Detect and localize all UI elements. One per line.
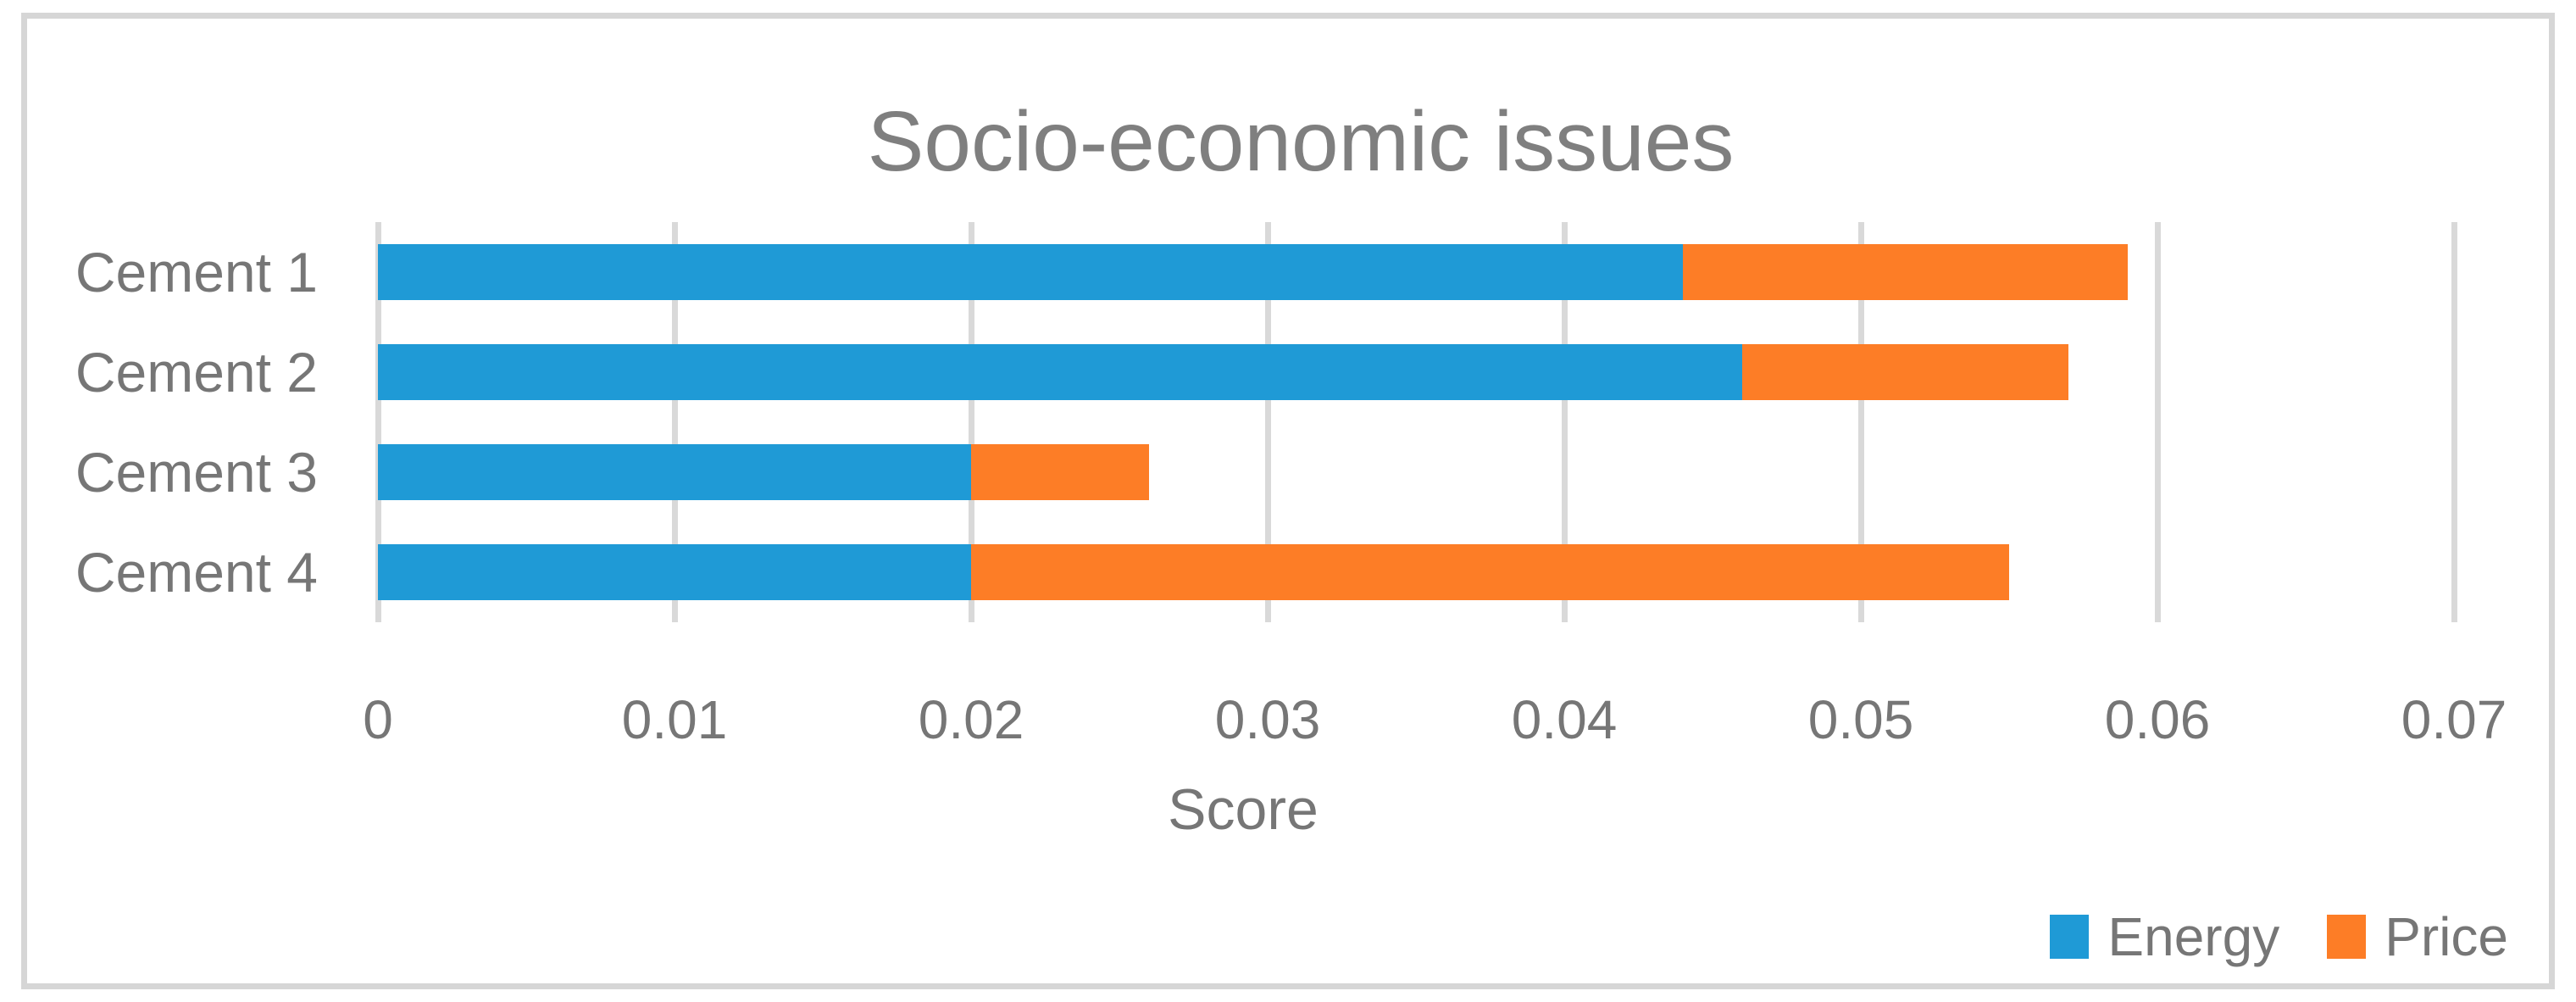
category-label-cement-3: Cement 3: [75, 441, 318, 504]
bar-price-cement-3: [971, 444, 1149, 500]
x-tick-label-0-07: 0.07: [2401, 689, 2507, 750]
x-tick-label-0-02: 0.02: [918, 689, 1024, 750]
bar-energy-cement-3: [378, 444, 971, 500]
legend-swatch-price: [2327, 915, 2367, 959]
legend: Energy Price: [2050, 905, 2508, 968]
bar-price-cement-2: [1742, 344, 2068, 400]
y-axis-line: [375, 222, 381, 622]
x-tick-label-0-04: 0.04: [1511, 689, 1618, 750]
legend-label-energy: Energy: [2107, 906, 2280, 967]
gridline-0-03: [1264, 222, 1271, 622]
chart-title: Socio-economic issues: [867, 94, 1735, 189]
bar-price-cement-1: [1683, 244, 2128, 300]
x-tick-label-0-03: 0.03: [1214, 689, 1321, 750]
x-tick-label-0: 0: [363, 689, 393, 750]
category-label-cement-1: Cement 1: [75, 241, 318, 303]
gridline-0-04: [1561, 222, 1568, 622]
chart-frame: [21, 13, 2555, 989]
legend-item-energy: Energy: [2050, 905, 2279, 968]
bar-energy-cement-2: [378, 344, 1742, 400]
x-tick-label-0-06: 0.06: [2104, 689, 2211, 750]
category-label-cement-4: Cement 4: [75, 541, 318, 604]
legend-item-price: Price: [2327, 905, 2508, 968]
category-label-cement-2: Cement 2: [75, 341, 318, 404]
bar-price-cement-4: [971, 544, 2009, 600]
legend-swatch-energy: [2050, 915, 2090, 959]
x-axis-title: Score: [1168, 777, 1319, 842]
bar-energy-cement-1: [378, 244, 1683, 300]
gridline-0-06: [2154, 222, 2161, 622]
gridline-0-02: [968, 222, 974, 622]
gridline-0-07: [2451, 222, 2457, 622]
bar-energy-cement-4: [378, 544, 971, 600]
gridline-0-05: [1857, 222, 1864, 622]
gridline-0-01: [671, 222, 678, 622]
x-tick-label-0-05: 0.05: [1807, 689, 1914, 750]
x-tick-label-0-01: 0.01: [621, 689, 728, 750]
legend-label-price: Price: [2384, 906, 2508, 967]
